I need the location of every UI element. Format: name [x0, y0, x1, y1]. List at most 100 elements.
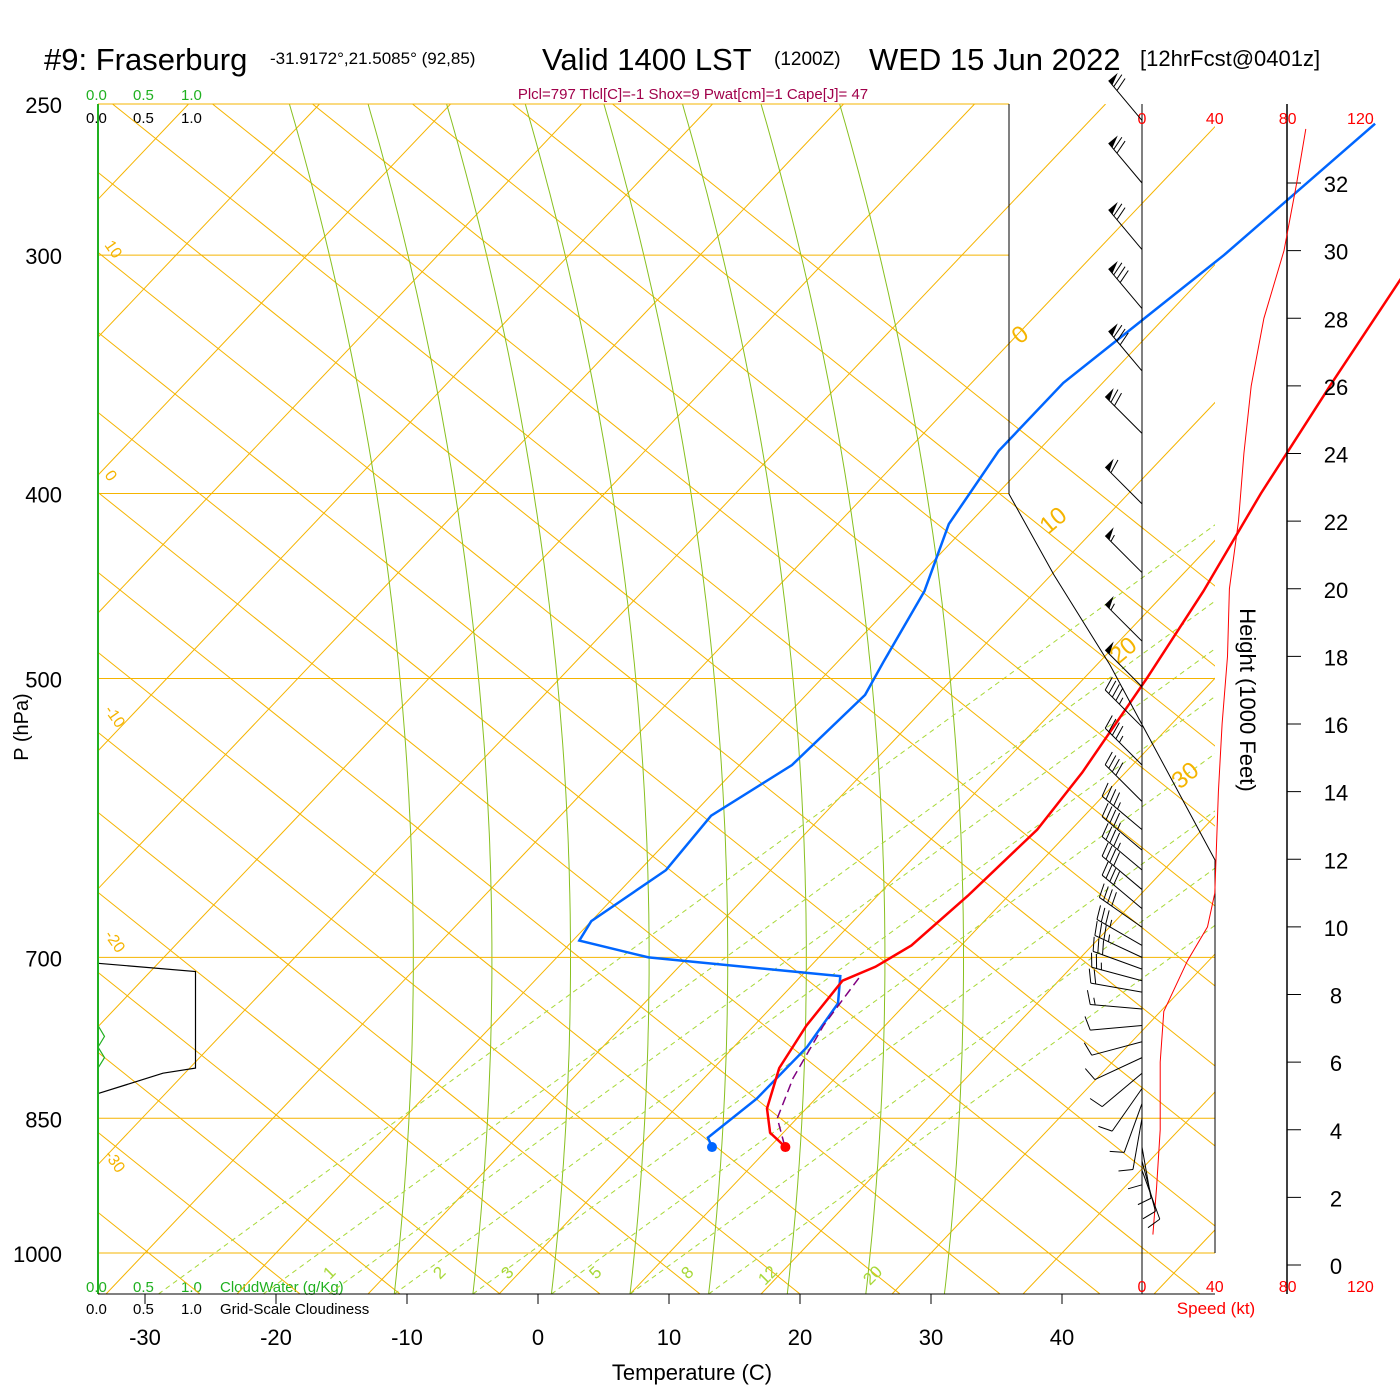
height-tick-label: 24 — [1324, 443, 1348, 468]
wind-barb-full — [1096, 905, 1101, 920]
wind-barb — [1104, 715, 1143, 766]
wind-barb-full — [1115, 725, 1124, 740]
wind-barb-full — [1109, 829, 1117, 844]
wind-barb-full — [1113, 136, 1123, 150]
wind-barb-full — [1119, 332, 1129, 346]
wind-barb-staff — [1101, 1072, 1143, 1108]
wind-barb-staff — [1104, 535, 1143, 573]
wind-barb-half — [1117, 822, 1121, 830]
wind-barb-staff — [1094, 934, 1143, 958]
wind-barb — [1104, 751, 1143, 802]
scale-tick-05: 0.5 — [133, 110, 154, 127]
mixing-ratio-line — [708, 924, 1215, 1294]
wind-barb-staff — [1091, 966, 1143, 982]
wind-barb-half — [1110, 534, 1115, 542]
wind-barb-full — [1113, 392, 1122, 407]
wind-barb-full — [1113, 324, 1123, 338]
wind-barb-pennant — [1105, 458, 1114, 472]
wind-barb-staff — [1104, 689, 1143, 728]
station-coords: -31.9172°,21.5085° (92,85) — [270, 49, 475, 68]
wind-barb — [1141, 1170, 1161, 1229]
dry-adiabat-line — [98, 331, 1215, 1227]
wind-barb-half — [1117, 842, 1121, 850]
height-tick-label: 16 — [1324, 713, 1348, 738]
wind-barb-staff — [1108, 80, 1143, 121]
pressure-tick-label: 850 — [25, 1107, 62, 1132]
wind-barb-full — [1104, 751, 1113, 765]
dry-adiabat-line — [98, 891, 601, 1294]
temperature-tick-label: -30 — [129, 1325, 161, 1350]
wind-barb-full — [1084, 1068, 1096, 1080]
wind-barb-half — [1117, 802, 1121, 810]
wind-barb-full — [1108, 680, 1117, 694]
isotherm-line — [367, 401, 1215, 1294]
surface-temperature-marker — [780, 1142, 791, 1153]
cloudiness-scale-bottom: 0.0 0.5 1.0 Grid-Scale Cloudiness — [86, 1301, 369, 1318]
isotherm-label-right: 10 — [1035, 502, 1073, 540]
wind-barb — [1098, 883, 1143, 928]
wind-barb-full — [1109, 849, 1117, 863]
moist-adiabat-line — [603, 104, 729, 1294]
wind-barb-staff — [1108, 142, 1143, 184]
wind-barb-pennant — [1108, 323, 1118, 336]
scale-tick-1: 1.0 — [181, 1301, 202, 1318]
wind-barb — [1101, 842, 1143, 890]
wind-barb-full — [1094, 920, 1098, 936]
moist-adiabat-line — [367, 104, 493, 1294]
wind-barb-full — [1142, 1210, 1156, 1220]
wind-barb — [1104, 595, 1143, 642]
height-tick-label: 10 — [1324, 916, 1348, 941]
wind-barb-full — [1100, 907, 1106, 923]
wind-barb-full — [1088, 968, 1092, 984]
wind-barb-staff — [1091, 1041, 1143, 1056]
temperature-tick-label: 40 — [1050, 1325, 1074, 1350]
wind-barb — [1104, 677, 1143, 728]
wind-barb-staff — [1123, 1103, 1143, 1153]
wind-barb — [1108, 72, 1143, 121]
height-tick-label: 4 — [1330, 1119, 1342, 1144]
height-tick-label: 2 — [1330, 1186, 1342, 1211]
wind-barb-half — [1109, 919, 1113, 928]
valid-date: WED 15 Jun 2022 — [869, 42, 1121, 77]
wind-barb-full — [1116, 207, 1126, 220]
wind-barb-full — [1104, 715, 1113, 729]
wind-barb-full — [1109, 868, 1117, 882]
moist-adiabat-line — [524, 104, 650, 1294]
moist-adiabat-line — [760, 104, 886, 1294]
wind-barb-full — [1107, 889, 1113, 904]
moist-adiabat-line — [839, 104, 964, 1294]
wind-barb-staff — [1141, 1160, 1156, 1212]
wind-barb-full — [1137, 1197, 1152, 1206]
wind-barb-full — [1111, 684, 1120, 698]
mixing-ratio-label: 8 — [677, 1263, 697, 1283]
height-tick-label: 8 — [1330, 984, 1342, 1009]
wind-barb-staff — [1108, 268, 1143, 309]
wind-barb-pennant — [1105, 641, 1114, 655]
wind-barb-full — [1113, 832, 1121, 847]
height-tick-label: 0 — [1330, 1254, 1342, 1279]
wind-barb-full — [1101, 803, 1109, 817]
isotherm-line — [98, 104, 451, 476]
wind-barb — [1118, 1118, 1143, 1172]
wind-barb — [1109, 1103, 1143, 1153]
dry-adiabat-line — [98, 171, 1215, 1067]
height-tick-label: 26 — [1324, 375, 1348, 400]
mixing-ratio-label: 5 — [585, 1263, 605, 1283]
wind-barb — [1083, 1041, 1143, 1056]
speed-axis-title: Speed (kt) — [1177, 1299, 1255, 1318]
wind-barb-staff — [1101, 816, 1143, 851]
wind-barb-staff — [1104, 764, 1143, 802]
scale-tick-05: 0.5 — [133, 1279, 154, 1296]
stability-indices: Plcl=797 Tlcl[C]=-1 Shox=9 Pwat[cm]=1 Ca… — [518, 86, 868, 103]
wind-barb-staff — [1108, 330, 1143, 372]
wind-barb-staff — [1108, 209, 1143, 250]
wind-barb-full — [1086, 990, 1091, 1005]
moist-adiabat-line — [682, 104, 807, 1294]
wind-barb — [1141, 1160, 1156, 1220]
wind-barb-full — [1115, 762, 1124, 776]
isotherm-label: -10 — [101, 703, 128, 732]
wind-barb — [1104, 388, 1143, 434]
wind-barb-full — [1127, 1184, 1143, 1190]
isotherm-line — [498, 539, 1215, 1294]
